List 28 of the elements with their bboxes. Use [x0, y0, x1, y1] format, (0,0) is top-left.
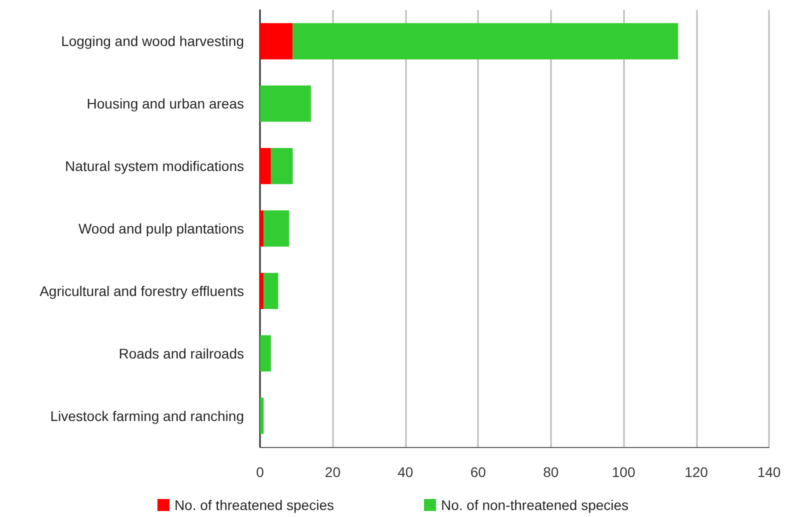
y-tick-label: Housing and urban areas [86, 96, 244, 112]
x-tick-label: 100 [612, 464, 636, 480]
bar [260, 86, 311, 122]
y-tick-label: Agricultural and forestry effluents [40, 282, 244, 299]
y-tick-label: Natural system modifications [65, 158, 244, 174]
legend-label: No. of threatened species [174, 497, 334, 513]
x-tick-label: 80 [543, 464, 559, 480]
bar [264, 272, 278, 310]
bar [270, 148, 293, 184]
bar [260, 23, 293, 60]
y-tick-label: Roads and railroads [118, 345, 244, 362]
x-tick-label: 140 [757, 464, 781, 480]
bar [260, 210, 264, 247]
bar [264, 210, 290, 247]
x-tick-label: 0 [256, 464, 264, 480]
y-tick-label: Wood and pulp plantations [78, 220, 244, 236]
x-tick-label: 60 [470, 464, 486, 480]
bar [260, 148, 271, 184]
legend-label: No. of non-threatened species [440, 497, 629, 513]
x-tick-label: 40 [398, 464, 414, 480]
x-tick-label: 120 [684, 464, 708, 480]
bar [292, 23, 678, 60]
y-tick-label: Logging and wood harvesting [61, 33, 244, 50]
bar [260, 272, 264, 310]
bar [260, 398, 264, 434]
x-tick-label: 20 [324, 464, 341, 480]
bar [260, 335, 271, 372]
y-tick-label: Livestock farming and ranching [50, 408, 244, 424]
